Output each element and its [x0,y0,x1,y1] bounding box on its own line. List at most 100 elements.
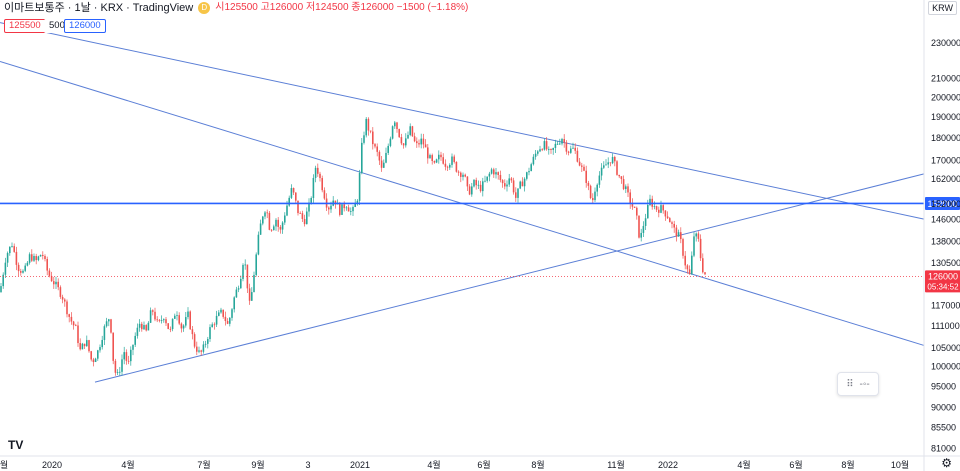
candles [0,117,706,376]
candle-body [235,289,238,298]
candle-body [550,149,552,150]
candle-body [231,309,233,318]
candle-body [33,256,35,261]
candle-body [257,234,260,255]
price-tick-label: 85500 [931,423,956,433]
candle-body [70,316,73,322]
candle-body [523,178,526,187]
candle-body [378,151,381,161]
candle-body [209,327,211,340]
candle-body [262,216,264,224]
time-tick-label: 6월 [477,459,490,470]
candle-body [53,281,55,285]
candle-body [662,205,664,211]
drawing-tool-button[interactable]: ⠿ -◦- [837,372,879,396]
candle-body [112,332,114,361]
candle-body [11,246,13,247]
candle-body [660,205,662,213]
candle-body [383,162,385,168]
candle-body [127,360,130,362]
source-badge[interactable]: D [198,2,211,14]
candle-body [534,153,537,157]
candle-body [42,254,44,256]
candle-body [655,206,658,210]
candle-body [620,176,623,180]
candle-body [251,292,253,301]
candle-body [572,147,574,149]
candle-body [48,270,51,276]
currency-selector[interactable]: KRW [928,1,957,15]
candle-body [200,350,202,352]
candle-body [277,219,279,227]
candle-body [345,207,348,209]
candle-body [37,256,40,261]
order-quantity[interactable]: 500 [44,19,70,33]
candle-body [132,344,134,350]
candle-body [121,359,123,372]
candle-body [510,178,513,181]
candle-body [396,122,398,130]
candle-body [154,311,156,320]
candle-body [64,299,66,302]
candle-body [398,129,400,138]
candle-body [658,209,660,213]
time-tick-label: 3 [305,460,310,470]
candle-body [281,222,284,230]
candle-body [680,232,682,240]
candle-body [259,223,262,235]
last-price-tag [925,270,960,293]
candle-body [189,311,191,330]
candle-body [363,135,365,143]
candle-body [46,259,48,271]
candle-body [284,215,286,223]
candle-body [108,319,110,322]
candle-body [6,253,9,263]
candle-body [517,188,519,198]
candle-body [24,265,26,271]
time-tick-label: 4월 [121,459,134,470]
candle-body [576,150,579,162]
candle-body [394,122,396,127]
candle-body [438,154,440,160]
candle-body [424,144,427,148]
candle-body [686,265,689,270]
candle-body [539,149,541,152]
candle-body [589,185,592,199]
trendlines [0,22,925,383]
candle-body [664,210,667,217]
candle-body [224,316,227,322]
candle-body [319,173,321,179]
candle-body [499,174,502,181]
time-tick-label: 2022 [658,460,678,470]
candle-body [567,151,570,153]
candle-body [303,218,306,225]
candle-body [416,141,418,144]
candle-body [495,172,497,175]
candle-body [145,325,147,331]
buy-price-button[interactable]: 126000 [64,19,106,33]
candle-body [0,286,2,293]
candle-body [471,186,473,195]
candle-body [103,326,106,340]
candle-body [286,205,288,216]
candle-body [413,136,416,142]
candle-body [369,130,372,132]
candle-body [88,340,90,352]
candle-body [460,172,462,177]
candle-body [649,198,651,205]
candle-body [616,161,618,175]
candle-body [176,315,178,316]
candle-body [611,156,614,164]
candle-body [598,175,601,185]
candle-body [114,360,117,373]
candle-body [508,178,510,185]
candle-body [697,233,700,239]
candle-body [317,167,319,174]
gear-icon[interactable]: ⚙ [941,456,952,470]
line-tool-icon: -◦- [859,378,870,390]
candle-body [504,183,506,187]
candle-body [512,180,515,193]
sell-price-button[interactable]: 125500 [4,19,46,33]
candle-body [587,182,590,186]
